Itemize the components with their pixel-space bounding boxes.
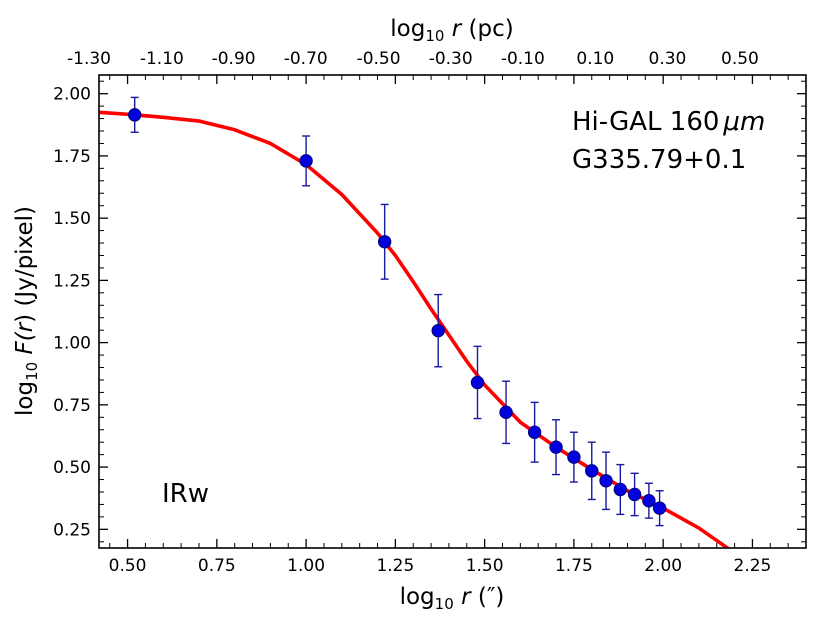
y-tick-label: 1.25 [53,271,91,291]
data-point [652,501,667,515]
top-x-tick-label: 0.50 [721,49,759,69]
x-axis-title: log10 r (″) [400,584,505,613]
data-point [470,375,485,390]
top-x-tick-label: -1.10 [140,49,184,69]
y-axis-title: log10 F(r) (Jy/pixel) [12,206,41,416]
data-point [627,487,642,502]
x-tick-label: 1.25 [376,556,414,576]
x-tick-label: 1.00 [287,556,325,576]
data-point [499,405,513,420]
data-point [642,494,656,508]
y-tick-label: 2.00 [53,85,91,105]
y-tick-label: 0.75 [53,396,91,416]
data-point [599,474,613,488]
top-x-tick-label: -0.70 [284,49,328,69]
data-point [527,425,542,439]
x-tick-label: 1.50 [466,556,504,576]
top-x-axis-title: log10 r (pc) [390,16,513,45]
top-x-tick-label: -0.30 [429,49,473,69]
y-tick-label: 0.50 [53,458,91,478]
top-x-tick-label: -1.30 [67,49,111,69]
x-tick-label: 0.50 [109,556,147,576]
y-tick-label: 1.75 [53,147,91,167]
data-point [377,235,392,249]
x-tick-label: 2.00 [644,556,682,576]
plot-frame [98,74,807,549]
top-x-tick-label: 0.10 [576,49,614,69]
data-point [128,108,142,122]
top-x-tick-label: -0.10 [501,49,545,69]
data-point [299,154,313,168]
top-x-tick-label: -0.50 [357,49,401,69]
annotation-source: G335.79+0.1 [572,145,746,175]
x-tick-label: 2.25 [734,556,772,576]
y-tick-label: 0.25 [53,520,91,540]
axis-ticks: 0.50 0.75 1.00 1.25 1.50 1.75 2.00 2.25 -1.30 -1.… [53,49,806,576]
x-tick-label: 1.75 [555,556,593,576]
y-tick-label: 1.50 [53,209,91,229]
data-point [613,482,628,497]
data-point [431,323,445,338]
top-x-tick-label: 0.30 [649,49,687,69]
y-tick-label: 1.00 [53,334,91,354]
data-point [585,464,599,478]
data-point [567,450,581,464]
data-point [549,440,563,454]
top-x-tick-label: -0.90 [212,49,256,69]
annotation-survey: Hi-GAL 160 μm [572,107,765,137]
annotation-class: IRw [162,479,209,509]
x-tick-label: 0.75 [198,556,236,576]
model-curve [99,110,731,548]
